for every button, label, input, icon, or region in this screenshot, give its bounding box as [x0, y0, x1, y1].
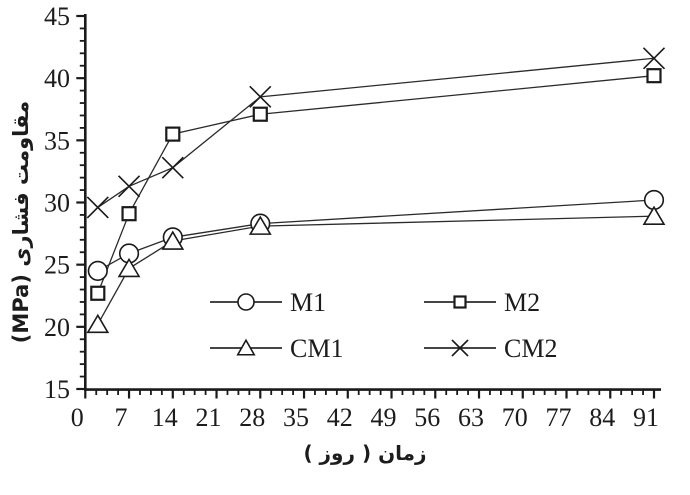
x-tick-label: 63: [458, 403, 484, 432]
marker-CM2: [117, 175, 141, 198]
legend-marker-CM2: [451, 339, 469, 357]
marker-CM2: [161, 156, 184, 179]
x-tick-label: 28: [239, 403, 265, 432]
legend-item-M2: M2: [424, 288, 540, 317]
legend-marker-M2: [453, 295, 467, 309]
x-tick-label: 42: [327, 403, 353, 432]
y-axis-title: مقاومت فشاری (MPa): [9, 100, 33, 344]
y-tick-label: 25: [44, 251, 70, 280]
x-axis-title: زمان ( روز ): [303, 441, 427, 465]
x-tick-label: 84: [589, 403, 615, 432]
series-line-CM2: [97, 57, 655, 209]
marker-M1: [87, 260, 108, 281]
y-tick-label: 20: [44, 313, 70, 342]
marker-M2: [90, 285, 106, 301]
marker-CM1: [86, 313, 110, 334]
legend-marker-M1: [237, 293, 255, 311]
y-tick-label: 45: [44, 2, 70, 31]
legend-item-M1: M1: [210, 288, 326, 317]
marker-M2: [165, 126, 181, 142]
x-tick-label: 70: [502, 403, 528, 432]
y-tick-label: 15: [44, 375, 70, 404]
x-tick-label: 56: [414, 403, 440, 432]
x-tick-label: 21: [196, 403, 222, 432]
x-tick-label: 91: [633, 403, 659, 432]
marker-CM2: [249, 85, 272, 108]
marker-CM2: [86, 196, 109, 219]
y-tick-label: 35: [44, 126, 70, 155]
marker-CM1: [117, 257, 141, 278]
marker-CM1: [642, 205, 666, 225]
x-tick-label: 14: [152, 403, 178, 432]
x-tick-label: 49: [371, 403, 397, 432]
series-line-M2: [97, 75, 655, 294]
marker-M2: [646, 68, 662, 84]
x-tick-label: 7: [115, 403, 128, 432]
marker-CM1: [248, 215, 272, 235]
legend-item-CM1: CM1: [210, 334, 343, 363]
marker-CM1: [161, 230, 185, 250]
y-tick-label: 40: [44, 64, 70, 93]
legend-label-M2: M2: [504, 288, 540, 317]
marker-CM2: [642, 47, 666, 70]
legend-label-CM2: CM2: [504, 334, 557, 363]
x-tick-label: 77: [546, 403, 572, 432]
x-tick-label: 0: [71, 403, 84, 432]
legend-item-CM2: CM2: [424, 334, 557, 363]
marker-M2: [121, 206, 137, 222]
legend-marker-CM1: [236, 338, 256, 356]
legend-label-CM1: CM1: [290, 334, 343, 363]
marker-M2: [252, 106, 268, 122]
y-tick-label: 30: [44, 189, 70, 218]
legend-label-M1: M1: [290, 288, 326, 317]
x-tick-label: 35: [283, 403, 309, 432]
